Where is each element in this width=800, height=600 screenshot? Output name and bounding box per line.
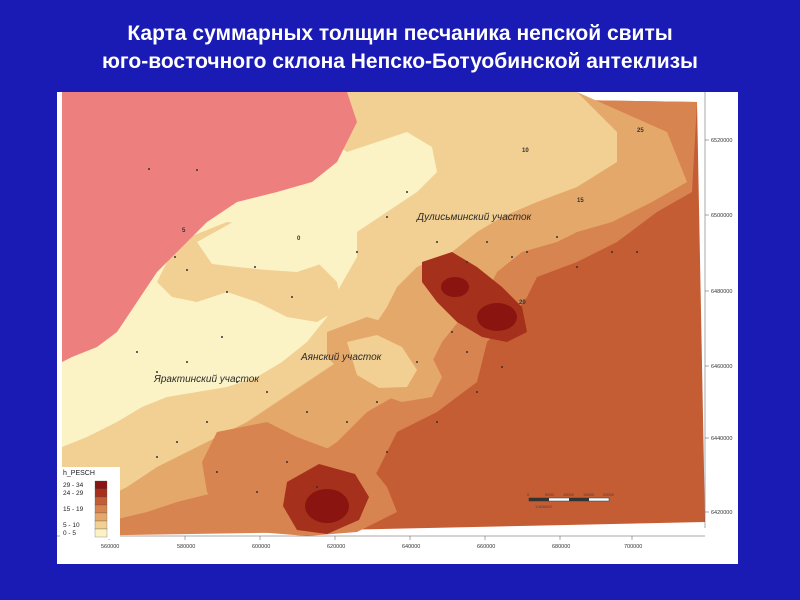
y-tick-6420000: 6420000: [711, 510, 732, 516]
zone-c6-b: [477, 303, 517, 331]
legend-swatch-6: [94, 528, 108, 538]
zone-pink: [62, 92, 357, 362]
scale-bar: 0 5000 10000 15000 20000 1:500000: [527, 492, 615, 509]
slide-title: Карта суммарных толщин песчаника непской…: [0, 20, 800, 76]
zone-c1-ayan: [347, 335, 417, 388]
legend-swatch-5: [94, 520, 108, 530]
scale-ratio: 1:500000: [535, 504, 552, 509]
contour-label-0: 0: [297, 236, 301, 242]
y-axis: 6520000 6500000 6480000 6460000 6440000 …: [704, 92, 732, 528]
x-tick-620000: 620000: [327, 544, 345, 550]
label-ayan: Аянский участок: [300, 352, 383, 363]
contour-label-10: 10: [522, 148, 529, 154]
contour-label-15: 15: [577, 198, 584, 204]
label-dulisma: Дулисьминский участок: [416, 212, 533, 223]
title-line-2: юго-восточного склона Непско-Ботуобинско…: [102, 50, 698, 73]
legend-swatch-2: [94, 496, 108, 506]
legend: h_PESCH 29 - 34 24 - 29 15 - 19 5 - 10 0…: [60, 467, 120, 539]
x-tick-660000: 660000: [477, 544, 495, 550]
scale-tick-20000: 20000: [603, 492, 615, 497]
zone-c6-a: [441, 277, 469, 297]
legend-label-5: 5 - 10: [63, 522, 80, 529]
label-yarakta: Ярактинский участок: [153, 374, 260, 385]
x-tick-640000: 640000: [402, 544, 420, 550]
contour-label-5: 5: [182, 228, 186, 234]
y-tick-6460000: 6460000: [711, 364, 732, 370]
map-panel: Дулисьминский участок Аянский участок Яр…: [57, 92, 738, 564]
title-line-1: Карта суммарных толщин песчаника непской…: [127, 22, 673, 45]
y-tick-6500000: 6500000: [711, 213, 732, 219]
legend-label-3: 15 - 19: [63, 506, 84, 513]
x-tick-700000: 700000: [624, 544, 642, 550]
scale-tick-10000: 10000: [563, 492, 575, 497]
map-svg: Дулисьминский участок Аянский участок Яр…: [57, 92, 738, 564]
legend-label-0: 29 - 34: [63, 482, 84, 489]
x-axis: 560000 580000 600000 620000 640000 66000…: [57, 535, 705, 550]
x-tick-580000: 580000: [177, 544, 195, 550]
scale-tick-5000: 5000: [545, 492, 555, 497]
well-points: [136, 168, 638, 493]
y-tick-6440000: 6440000: [711, 436, 732, 442]
legend-swatch-3: [94, 504, 108, 514]
y-tick-6480000: 6480000: [711, 289, 732, 295]
zone-c6-south2: [305, 489, 349, 523]
map-area: [62, 92, 705, 536]
zone-c0-inner: [197, 207, 342, 272]
contour-label-20: 20: [519, 300, 526, 306]
x-tick-600000: 600000: [252, 544, 270, 550]
x-tick-560000: 560000: [101, 544, 119, 550]
legend-label-1: 24 - 29: [63, 490, 84, 497]
legend-swatch-1: [94, 488, 108, 498]
legend-label-6: 0 - 5: [63, 530, 76, 537]
legend-title: h_PESCH: [63, 470, 95, 477]
scale-tick-0: 0: [527, 492, 530, 497]
x-tick-680000: 680000: [552, 544, 570, 550]
scale-tick-15000: 15000: [583, 492, 595, 497]
legend-swatch-0: [94, 480, 108, 490]
y-tick-6520000: 6520000: [711, 138, 732, 144]
legend-swatch-4: [94, 512, 108, 522]
contour-label-25: 25: [637, 128, 644, 134]
